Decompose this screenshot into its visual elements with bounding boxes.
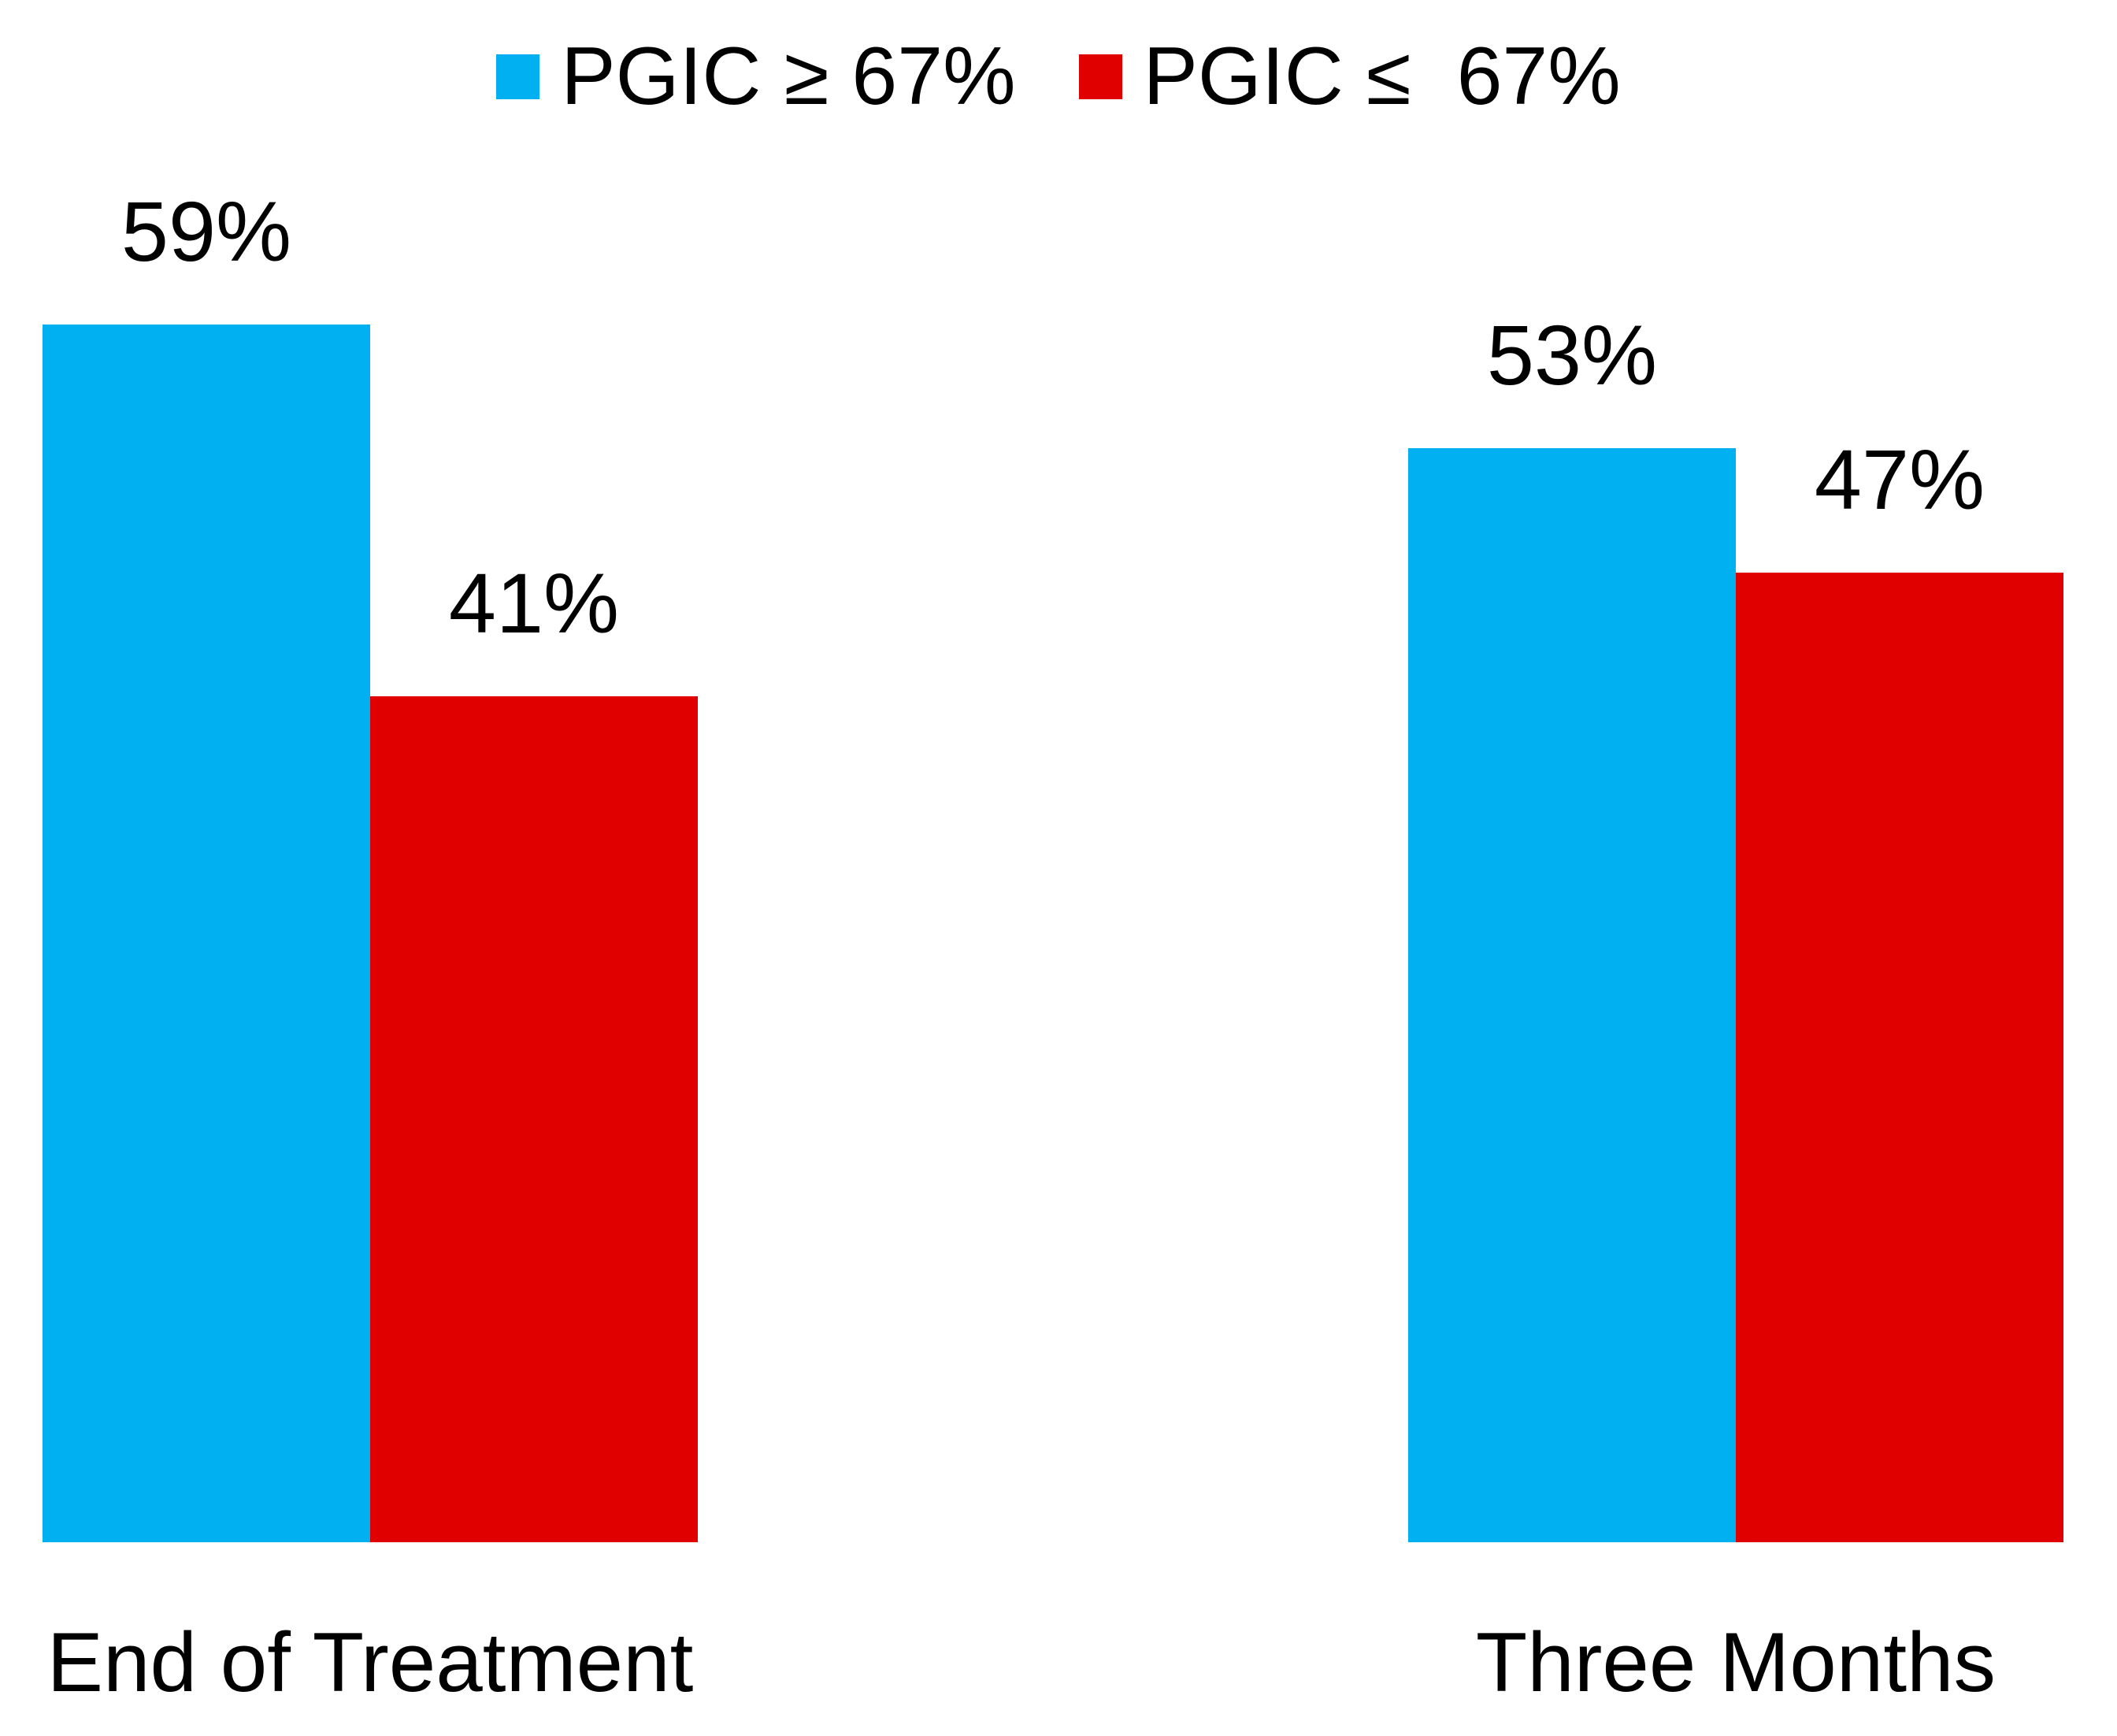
legend-swatch-blue: [496, 54, 540, 99]
bar-pgic-ge-67-group0: [43, 325, 370, 1542]
legend-label-pgic-le-67: PGIC ≤ 67%: [1143, 31, 1621, 122]
legend: PGIC ≥ 67% PGIC ≤ 67%: [0, 28, 2117, 126]
legend-label-pgic-ge-67: PGIC ≥ 67%: [561, 31, 1016, 122]
legend-item-pgic-le-67: PGIC ≤ 67%: [1078, 28, 1621, 126]
x-axis-label-end-of-treatment: End of Treatment: [46, 1615, 694, 1709]
bar-value-label: 59%: [120, 184, 292, 279]
x-axis-label-three-months: Three Months: [1475, 1615, 1997, 1709]
bar-value-label: 53%: [1486, 307, 1658, 402]
bar-pgic-ge-67-group1: [1408, 448, 1736, 1542]
bar-pgic-le-67-group0: [370, 696, 698, 1542]
legend-swatch-red: [1078, 54, 1122, 99]
legend-item-pgic-ge-67: PGIC ≥ 67%: [496, 28, 1016, 126]
bar-value-label: 41%: [448, 555, 620, 651]
bar-pgic-le-67-group1: [1736, 573, 2063, 1542]
bar-value-label: 47%: [1814, 432, 1985, 527]
